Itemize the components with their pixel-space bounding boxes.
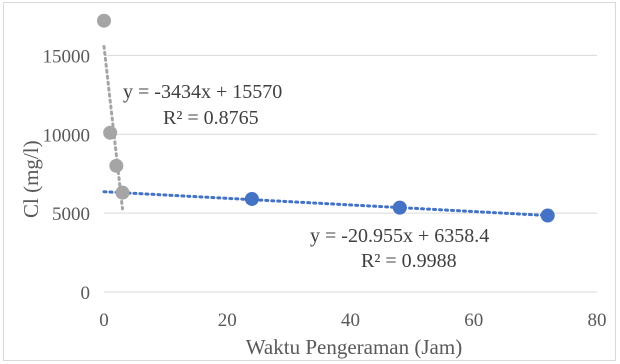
- trendline-series-1: [102, 190, 550, 218]
- y-tick-label: 0: [81, 283, 91, 304]
- blue-trendline-r2: R² = 0.9988: [361, 250, 457, 272]
- x-axis-title: Waktu Pengeraman (Jam): [246, 335, 462, 359]
- data-point-series-0: [109, 158, 124, 173]
- blue-trendline-equation: y = -20.955x + 6358.4: [310, 225, 489, 247]
- data-point-series-0: [97, 13, 111, 28]
- gray-trendline-r2: R² = 0.8765: [163, 107, 259, 129]
- y-tick-label: 5000: [52, 204, 90, 225]
- x-tick-label: 80: [588, 310, 607, 331]
- x-tick-label: 60: [464, 310, 483, 331]
- trendlines: [102, 44, 550, 218]
- gridlines: [104, 54, 597, 293]
- data-point-series-0: [115, 185, 130, 200]
- x-axis-ticks: 0 20 40 60 80: [99, 310, 606, 331]
- trendline-series-0: [102, 44, 124, 211]
- trendline-labels: y = -3434x + 15570 R² = 0.8765 y = -20.9…: [123, 81, 489, 272]
- chart-frame: 0 20 40 60 80 0 5000 10000 15000 y = -3434x + 1…: [3, 2, 616, 361]
- y-axis-title: Cl (mg/l): [19, 140, 43, 218]
- gray-trendline-equation: y = -3434x + 15570: [123, 81, 282, 103]
- data-point-series-0: [103, 125, 118, 140]
- data-points: [97, 13, 555, 223]
- data-point-series-1: [244, 191, 259, 206]
- data-point-series-1: [392, 200, 407, 215]
- x-tick-label: 0: [99, 310, 109, 331]
- y-tick-label: 10000: [43, 125, 91, 146]
- x-tick-label: 20: [218, 310, 237, 331]
- y-tick-label: 15000: [43, 46, 91, 67]
- scatter-chart: 0 20 40 60 80 0 5000 10000 15000 y = -3434x + 1…: [19, 13, 607, 359]
- x-tick-label: 40: [341, 310, 360, 331]
- data-point-series-1: [540, 208, 555, 223]
- y-axis-ticks: 0 5000 10000 15000: [43, 46, 91, 304]
